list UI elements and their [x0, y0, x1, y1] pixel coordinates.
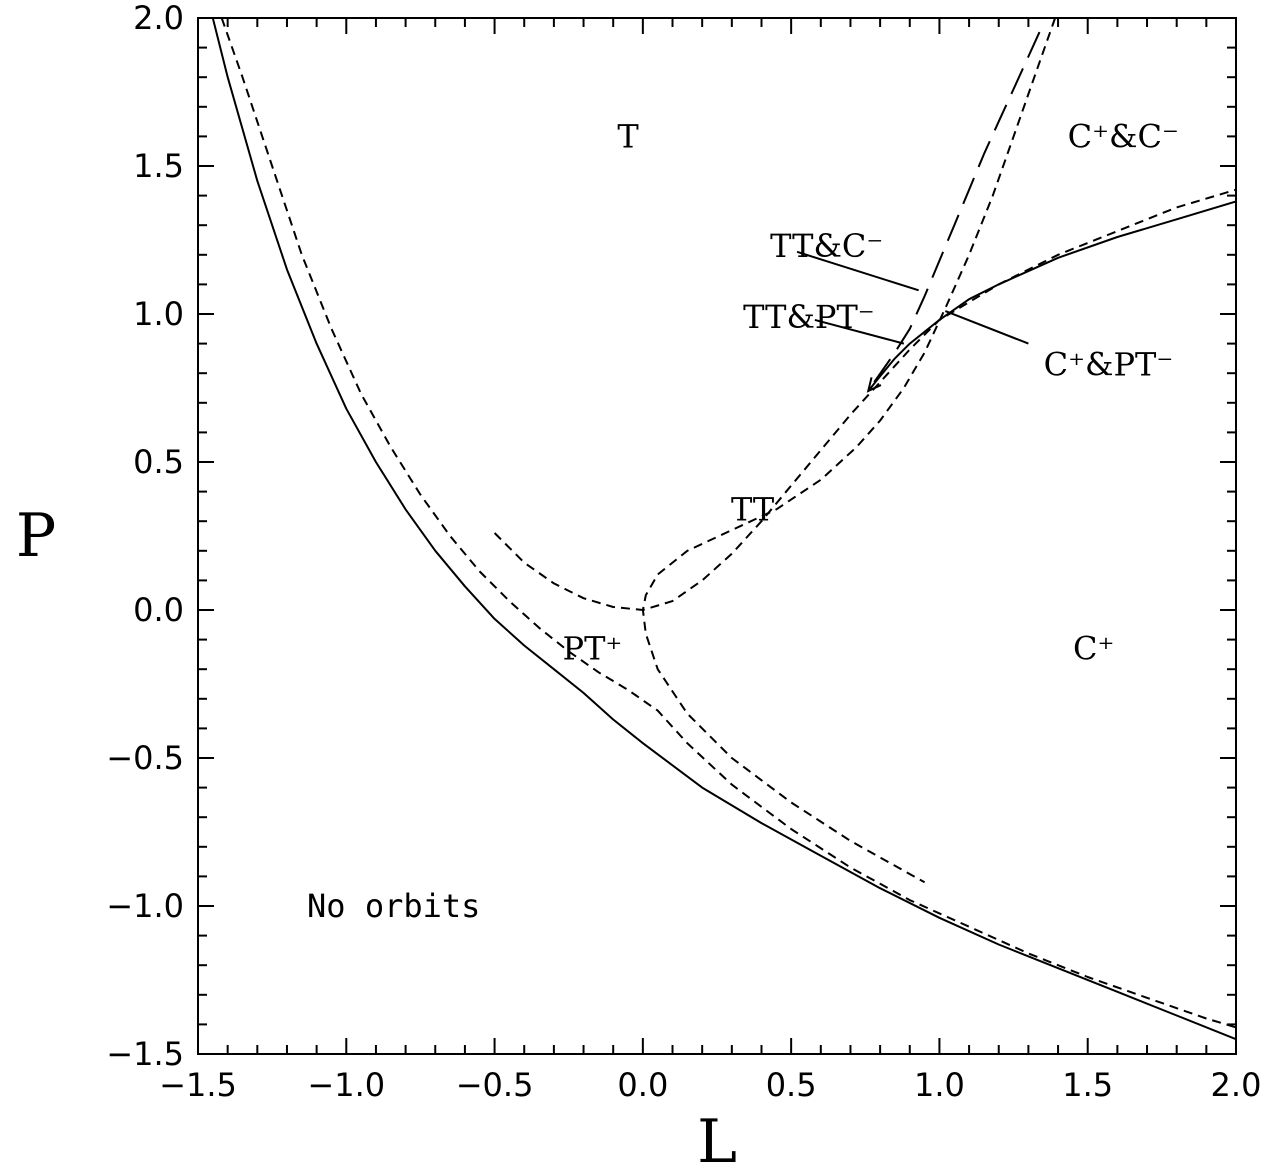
x-tick-label: −0.5	[456, 1066, 534, 1104]
leader-line-1	[796, 250, 919, 292]
region-label: C⁺&PT⁻	[1044, 345, 1174, 383]
curve-4-dashed	[641, 18, 1057, 884]
region-label: PT⁺	[563, 629, 623, 667]
region-label: TT&C⁻	[770, 227, 883, 265]
region-label: TT&PT⁻	[743, 298, 875, 336]
x-tick-label: 1.0	[914, 1066, 965, 1104]
x-tick-label: 2.0	[1211, 1066, 1262, 1104]
x-tick-label: −1.0	[307, 1066, 385, 1104]
x-tick-labels: −1.5 −1.0 −0.5 0.0 0.5 1.0 1.5 2.0	[159, 1066, 1261, 1104]
region-label: T	[617, 117, 639, 155]
region-label: TT	[731, 490, 775, 528]
leader-line-3	[944, 310, 1029, 345]
curve-6-longdash	[873, 23, 1045, 383]
x-tick-label: 0.5	[766, 1066, 817, 1104]
arrow-head	[866, 377, 882, 393]
region-label: C⁺&C⁻	[1068, 117, 1179, 155]
curve-5-solid	[867, 200, 1236, 392]
region-label: No orbits	[307, 887, 480, 925]
y-axis-label: P	[16, 501, 56, 571]
region-label: C⁺	[1073, 629, 1114, 667]
region-labels: T C⁺&C⁻ TT&C⁻ TT&PT⁻ C⁺&PT⁻ TT PT⁺ C⁺ No orbits	[307, 117, 1179, 925]
y-tick-label: −1.0	[106, 887, 184, 925]
y-tick-label: 1.5	[133, 147, 184, 185]
y-tick-label: −1.5	[106, 1035, 184, 1073]
plot-frame	[197, 17, 1237, 1055]
curve-3-dashed	[493, 188, 1236, 611]
leader-lines-layer	[796, 250, 1029, 345]
curve-1-solid	[211, 18, 1236, 1041]
x-tick-label: 0.0	[617, 1066, 668, 1104]
curve-2-dashed	[220, 18, 1236, 1029]
x-tick-label: 1.5	[1062, 1066, 1113, 1104]
y-tick-label: −0.5	[106, 739, 184, 777]
ticks-layer	[197, 17, 1237, 1055]
y-tick-label: 2.0	[133, 0, 184, 37]
curves-layer	[211, 18, 1236, 1041]
y-tick-label: 0.5	[133, 443, 184, 481]
x-axis-label: L	[697, 1107, 737, 1175]
y-tick-label: 0.0	[133, 591, 184, 629]
y-tick-labels: −1.5 −1.0 −0.5 0.0 0.5 1.0 1.5 2.0	[106, 0, 184, 1073]
x-tick-label: −1.5	[159, 1066, 237, 1104]
y-tick-label: 1.0	[133, 295, 184, 333]
leader-line-2	[814, 318, 905, 345]
